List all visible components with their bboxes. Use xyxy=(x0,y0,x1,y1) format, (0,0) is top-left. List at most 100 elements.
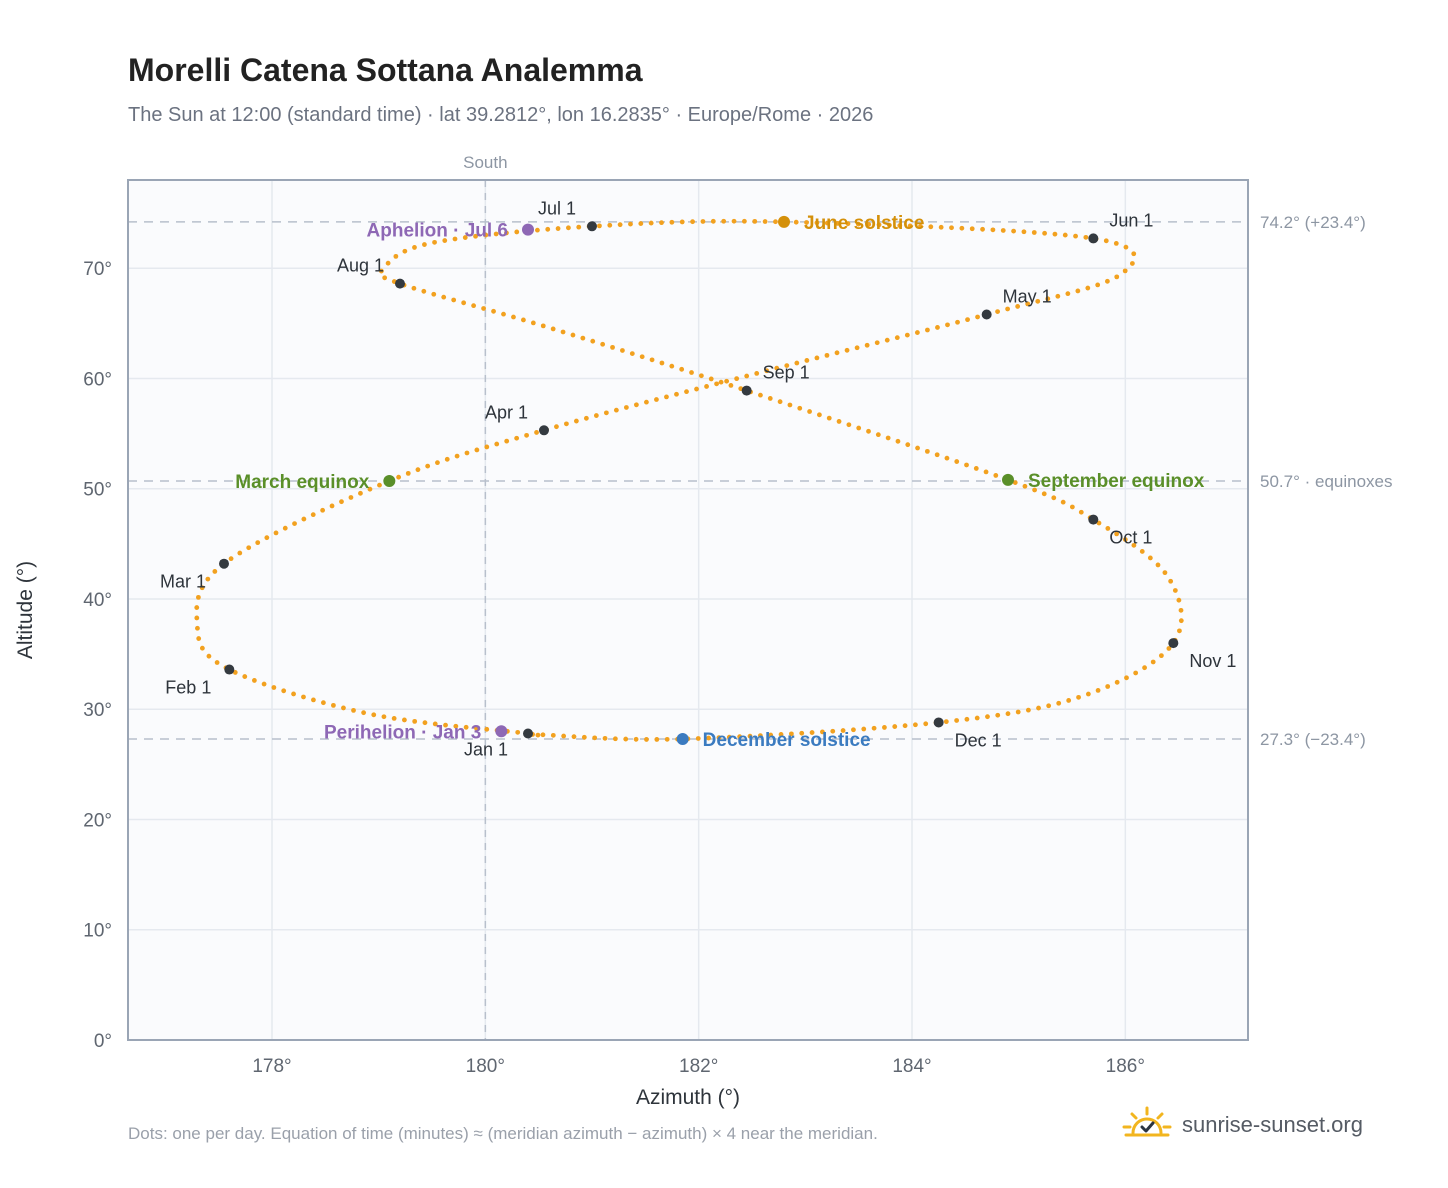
daily-sun-dot xyxy=(1114,531,1120,537)
daily-sun-dot xyxy=(856,425,862,431)
daily-sun-dot xyxy=(514,435,520,441)
daily-sun-dot xyxy=(251,678,257,683)
daily-sun-dot xyxy=(820,729,825,735)
daily-sun-dot xyxy=(884,337,890,343)
daily-sun-dot xyxy=(205,576,211,582)
daily-sun-dot xyxy=(581,734,587,740)
daily-sun-dot xyxy=(1042,230,1048,236)
daily-sun-dot xyxy=(195,594,201,600)
daily-sun-dot xyxy=(768,732,774,738)
daily-sun-dot xyxy=(1139,549,1145,554)
daily-sun-dot xyxy=(474,725,479,731)
daily-sun-dot xyxy=(654,397,659,402)
daily-sun-dot xyxy=(902,723,908,729)
daily-sun-dot xyxy=(907,223,913,229)
daily-sun-dot xyxy=(969,226,975,232)
daily-sun-dot xyxy=(698,373,704,379)
month-marker-dot xyxy=(981,309,992,320)
daily-sun-dot xyxy=(788,731,794,737)
event-marker-dot xyxy=(383,475,396,487)
daily-sun-dot xyxy=(814,355,820,361)
daily-sun-dot xyxy=(876,222,882,228)
daily-sun-dot xyxy=(1073,233,1078,239)
daily-sun-dot xyxy=(885,435,891,441)
daily-sun-dot xyxy=(461,300,467,306)
daily-sun-dot xyxy=(570,332,576,338)
daily-sun-dot xyxy=(694,386,699,392)
daily-sun-dot xyxy=(554,424,559,430)
daily-sun-dot xyxy=(311,697,316,703)
daily-sun-dot xyxy=(415,467,421,473)
daily-sun-dot xyxy=(431,291,437,297)
daily-sun-dot xyxy=(623,405,629,410)
daily-sun-dot xyxy=(844,347,850,353)
y-tick-label: 70° xyxy=(83,259,112,280)
daily-sun-dot xyxy=(494,441,500,447)
daily-sun-dot xyxy=(737,734,743,740)
daily-sun-dot xyxy=(442,238,448,243)
daily-sun-dot xyxy=(784,363,790,368)
daily-sun-dot xyxy=(1124,675,1129,681)
daily-sun-dot xyxy=(199,645,205,651)
daily-sun-dot xyxy=(945,322,950,328)
daily-sun-dot xyxy=(329,503,335,509)
daily-sun-dot xyxy=(540,323,546,329)
daily-sun-dot xyxy=(854,345,860,351)
daily-sun-dot xyxy=(214,660,220,665)
daily-sun-dot xyxy=(412,245,417,250)
daily-sun-dot xyxy=(1105,526,1111,531)
month-marker-dot xyxy=(933,717,944,728)
daily-sun-dot xyxy=(393,253,399,259)
daily-sun-dot xyxy=(464,450,470,456)
daily-sun-dot xyxy=(1166,646,1172,651)
event-marker-dot xyxy=(778,215,790,228)
daily-sun-dot xyxy=(894,335,900,341)
daily-sun-dot xyxy=(778,732,784,737)
daily-sun-dot xyxy=(371,712,377,718)
daily-sun-dot xyxy=(1129,261,1135,266)
y-axis-label: Altitude (°) xyxy=(14,561,37,659)
daily-sun-dot xyxy=(741,218,747,224)
brand-logo[interactable]: sunrise-sunset.org xyxy=(1120,1100,1363,1150)
daily-sun-dot xyxy=(809,730,815,735)
daily-sun-dot xyxy=(1025,707,1031,713)
daily-sun-dot xyxy=(744,373,750,379)
y-tick-label: 30° xyxy=(83,700,112,721)
daily-sun-dot xyxy=(834,350,840,356)
daily-sun-dot xyxy=(402,717,407,723)
daily-sun-dot xyxy=(629,351,635,356)
daily-sun-dot xyxy=(1095,688,1101,693)
daily-sun-dot xyxy=(1103,238,1109,244)
daily-sun-dot xyxy=(1025,301,1031,307)
daily-sun-dot xyxy=(664,394,669,400)
daily-sun-dot xyxy=(1083,234,1089,240)
daily-sun-dot xyxy=(644,399,649,405)
daily-sun-dot xyxy=(361,710,367,716)
daily-sun-dot xyxy=(484,726,490,732)
daily-sun-dot xyxy=(758,392,763,398)
daily-sun-dot xyxy=(1052,231,1058,237)
month-marker-dot xyxy=(523,728,533,739)
daily-sun-dot xyxy=(411,285,417,291)
daily-sun-dot xyxy=(590,338,596,344)
x-axis-label: Azimuth (°) xyxy=(636,1086,740,1109)
daily-sun-dot xyxy=(441,294,447,300)
daily-sun-dot xyxy=(995,712,1001,718)
daily-sun-dot xyxy=(292,521,297,526)
daily-sun-dot xyxy=(648,220,654,226)
daily-sun-dot xyxy=(422,242,427,247)
daily-sun-dot xyxy=(463,724,469,730)
daily-sun-dot xyxy=(1142,665,1147,671)
daily-sun-dot xyxy=(923,721,929,727)
daily-sun-dot xyxy=(864,342,870,348)
daily-sun-dot xyxy=(628,221,633,227)
daily-sun-dot xyxy=(944,455,950,461)
south-label: South xyxy=(463,153,507,172)
event-marker-label: Aphelion · Jul 6 xyxy=(367,221,508,242)
daily-sun-dot xyxy=(659,360,665,366)
daily-sun-dot xyxy=(754,371,760,376)
daily-sun-dot xyxy=(1060,499,1066,505)
reference-lines: South 74.2° (+23.4°) 50.7° · equinoxes 27.3… xyxy=(128,153,1393,1040)
daily-sun-dot xyxy=(385,260,391,266)
daily-sun-dot xyxy=(845,221,851,227)
